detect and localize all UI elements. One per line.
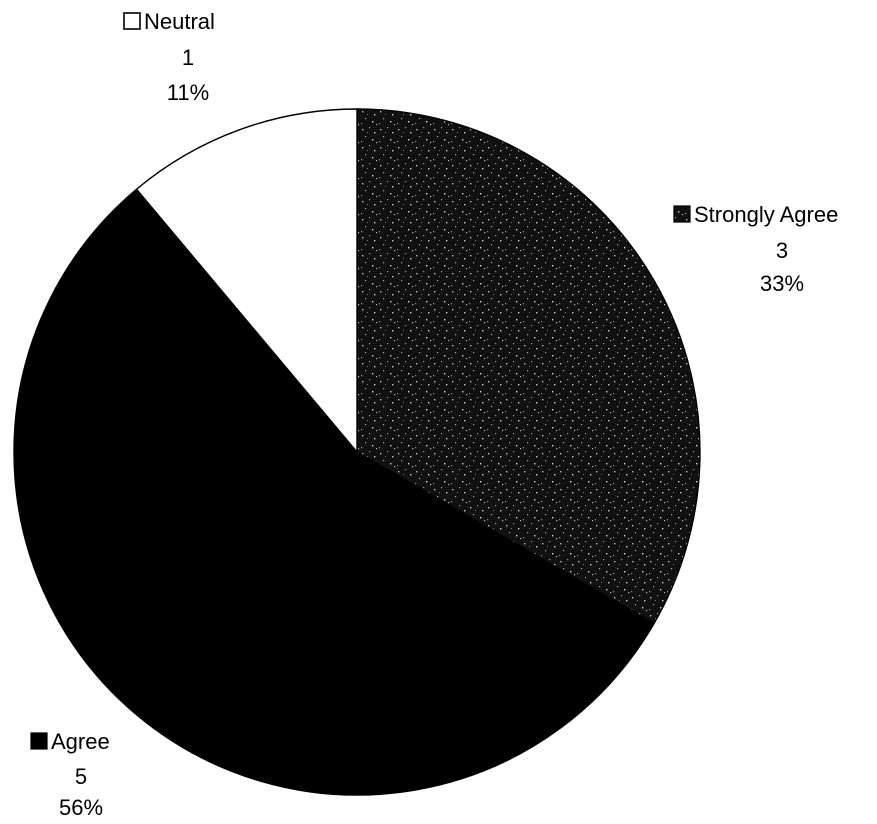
slice-label-strongly-agree: Strongly Agree 3 33% <box>673 202 838 296</box>
slice-label-strongly-agree-percent: 33% <box>760 271 804 296</box>
slice-label-strongly-agree-name: Strongly Agree <box>694 202 838 227</box>
slice-label-strongly-agree-value: 3 <box>776 238 788 263</box>
slice-label-neutral-name: Neutral <box>144 9 215 34</box>
pie-slice-strongly-agree <box>356 108 701 625</box>
slice-label-agree-name: Agree <box>51 729 110 754</box>
speckled-square-icon <box>673 205 691 223</box>
slice-label-agree-percent: 56% <box>59 795 103 820</box>
hollow-square-icon <box>123 12 141 30</box>
slice-label-agree-value: 5 <box>75 764 87 789</box>
pie-slice-agree <box>13 188 656 796</box>
slice-label-agree: Agree 5 56% <box>30 729 110 820</box>
slice-label-neutral-percent: 11% <box>167 80 209 105</box>
pie-slice-neutral <box>135 108 358 454</box>
pie-labels: Neutral 1 11% Strongly Agree 3 33% Agree… <box>30 9 838 820</box>
filled-square-icon <box>30 732 48 750</box>
pie-slices <box>13 108 701 796</box>
slice-label-neutral-value: 1 <box>182 45 194 70</box>
slice-label-neutral: Neutral 1 11% <box>123 9 215 105</box>
